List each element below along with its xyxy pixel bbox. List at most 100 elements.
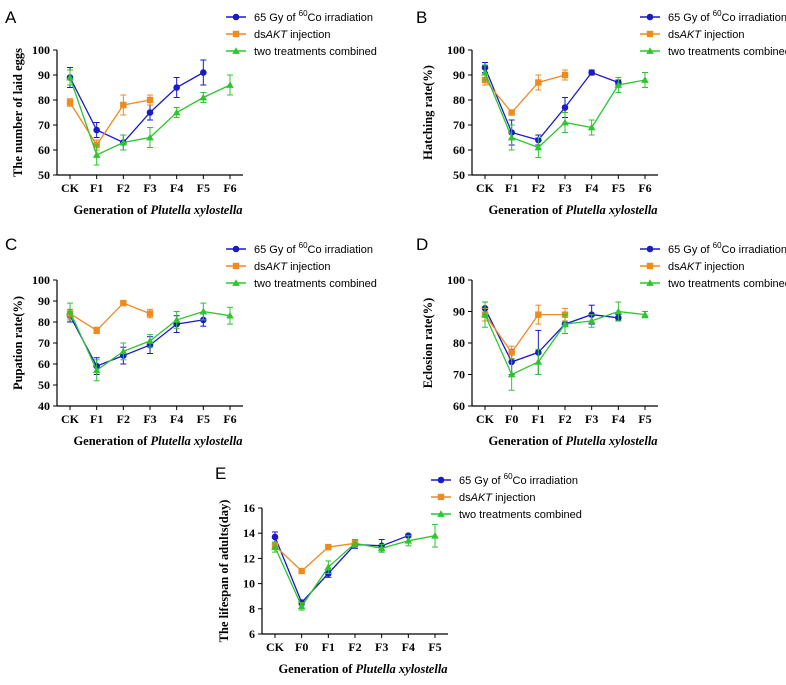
data-point-combined bbox=[226, 81, 234, 88]
y-tick-label: 60 bbox=[453, 399, 465, 413]
data-point-combined bbox=[351, 539, 359, 547]
x-tick-label: F6 bbox=[223, 412, 236, 426]
x-tick-label: CK bbox=[266, 640, 285, 654]
legend-marker-irradiation bbox=[437, 476, 445, 484]
data-point-combined bbox=[507, 370, 516, 378]
x-tick-label: F5 bbox=[638, 412, 651, 426]
x-tick-label: F3 bbox=[585, 412, 598, 426]
x-axis-title: Generation of Plutella xylostella bbox=[73, 434, 242, 448]
legend-label-irradiation: 65 Gy of 60Co irradiation bbox=[668, 9, 786, 24]
data-point-combined bbox=[431, 531, 439, 539]
x-tick-label: F4 bbox=[170, 412, 183, 426]
data-point-irradiation bbox=[173, 84, 180, 91]
data-point-combined bbox=[271, 543, 279, 550]
data-point-combined bbox=[614, 81, 623, 88]
data-point-combined bbox=[92, 366, 101, 374]
x-tick-label: F4 bbox=[170, 181, 183, 195]
data-point-dsakt bbox=[535, 79, 542, 86]
y-tick-label: 12 bbox=[243, 551, 255, 565]
x-tick-label: F5 bbox=[428, 640, 441, 654]
y-tick-label: 60 bbox=[38, 143, 50, 157]
data-point-combined bbox=[641, 310, 649, 318]
data-point-combined bbox=[614, 307, 623, 315]
data-point-dsakt bbox=[120, 101, 127, 109]
data-point-dsakt bbox=[508, 109, 515, 116]
legend: 65 Gy of 60Co irradiation dsAKT injection… bbox=[640, 9, 786, 58]
y-tick-label: 90 bbox=[38, 68, 50, 82]
y-tick-label: 70 bbox=[38, 118, 50, 132]
series-line-irradiation bbox=[69, 315, 204, 367]
series-line-dsakt bbox=[69, 99, 151, 147]
x-tick-label: F6 bbox=[223, 181, 236, 195]
x-tick-label: F3 bbox=[558, 181, 571, 195]
y-axis-title: The number of laid eggs bbox=[11, 48, 25, 177]
data-point-combined bbox=[641, 76, 649, 83]
data-point-combined bbox=[66, 73, 74, 81]
x-tick-label: F2 bbox=[532, 181, 545, 195]
data-point-dsakt bbox=[508, 349, 515, 356]
y-tick-label: 70 bbox=[453, 118, 465, 132]
data-point-combined bbox=[199, 307, 208, 315]
x-axis-title: Generation of Plutella xylostella bbox=[73, 203, 242, 217]
data-point-dsakt bbox=[120, 299, 127, 307]
data-point-dsakt bbox=[93, 327, 100, 334]
chart-panel-a: A 50 60 70 80 90 100 CK F1 F2 F3 F4 F5 F6 The number o… bbox=[5, 8, 377, 217]
legend-label-irradiation: 65 Gy of 60Co irradiation bbox=[668, 241, 786, 256]
data-point-combined bbox=[561, 118, 569, 126]
y-tick-label: 80 bbox=[453, 93, 465, 107]
y-tick-label: 80 bbox=[453, 336, 465, 350]
series-line-irradiation bbox=[484, 67, 619, 141]
panel-letter: D bbox=[416, 235, 428, 254]
data-point-irradiation bbox=[561, 104, 569, 111]
legend-marker-dsakt bbox=[437, 493, 445, 501]
chart-panel-b: B 50 60 70 80 90 100 CK F1 F2 F3 F4 F5 F6 Hatching rat… bbox=[416, 8, 786, 217]
data-point-combined bbox=[146, 133, 154, 141]
x-tick-label: F1 bbox=[322, 640, 335, 654]
x-tick-label: F1 bbox=[532, 412, 545, 426]
y-tick-label: 100 bbox=[447, 273, 465, 287]
y-tick-label: 90 bbox=[453, 305, 465, 319]
y-tick-label: 60 bbox=[38, 357, 50, 371]
y-tick-label: 80 bbox=[38, 315, 50, 329]
series-line-irradiation bbox=[69, 71, 204, 144]
y-axis-title: Hatching rate(%) bbox=[421, 65, 435, 160]
data-point-combined bbox=[587, 317, 596, 324]
series-irradiation bbox=[271, 531, 412, 606]
data-point-combined bbox=[119, 347, 128, 355]
y-tick-label: 16 bbox=[243, 501, 255, 515]
series-line-dsakt bbox=[484, 313, 565, 354]
y-axis-title: Pupation rate(%) bbox=[11, 296, 25, 390]
y-tick-label: 100 bbox=[447, 43, 465, 57]
y-tick-label: 60 bbox=[453, 143, 465, 157]
x-axis-title: Generation of Plutella xylostella bbox=[278, 662, 447, 676]
legend-marker-irradiation bbox=[232, 245, 240, 253]
legend-label-dsakt: dsAKT injection bbox=[254, 29, 330, 41]
y-tick-label: 10 bbox=[243, 577, 255, 591]
data-point-dsakt bbox=[298, 567, 305, 575]
data-point-dsakt bbox=[325, 543, 332, 551]
chart-panel-d: D 60 70 80 90 100 CK F0 F1 F2 F3 F4 F5 Eclosion rate(… bbox=[416, 235, 786, 448]
data-point-combined bbox=[404, 536, 413, 544]
legend-marker-dsakt bbox=[232, 30, 240, 38]
x-tick-label: F2 bbox=[348, 640, 361, 654]
x-tick-label: F3 bbox=[143, 181, 156, 195]
y-tick-label: 6 bbox=[249, 627, 255, 641]
panel-letter: B bbox=[416, 8, 427, 27]
legend-label-irradiation: 65 Gy of 60Co irradiation bbox=[254, 9, 373, 24]
x-tick-label: F6 bbox=[638, 181, 651, 195]
series-dsakt bbox=[481, 69, 569, 116]
x-tick-label: F5 bbox=[197, 412, 210, 426]
legend-label-dsakt: dsAKT injection bbox=[668, 29, 744, 41]
x-tick-label: F3 bbox=[375, 640, 388, 654]
data-point-combined bbox=[146, 337, 154, 344]
y-axis-title: The lifespan of adults(day) bbox=[217, 500, 231, 643]
series-combined bbox=[66, 69, 234, 166]
data-point-combined bbox=[172, 316, 181, 323]
data-point-irradiation bbox=[271, 533, 279, 541]
legend-label-dsakt: dsAKT injection bbox=[668, 261, 744, 273]
y-tick-label: 50 bbox=[453, 168, 465, 182]
series-combined bbox=[481, 301, 649, 391]
series-line-dsakt bbox=[484, 74, 566, 114]
data-point-irradiation bbox=[146, 109, 154, 116]
y-tick-label: 70 bbox=[453, 368, 465, 382]
